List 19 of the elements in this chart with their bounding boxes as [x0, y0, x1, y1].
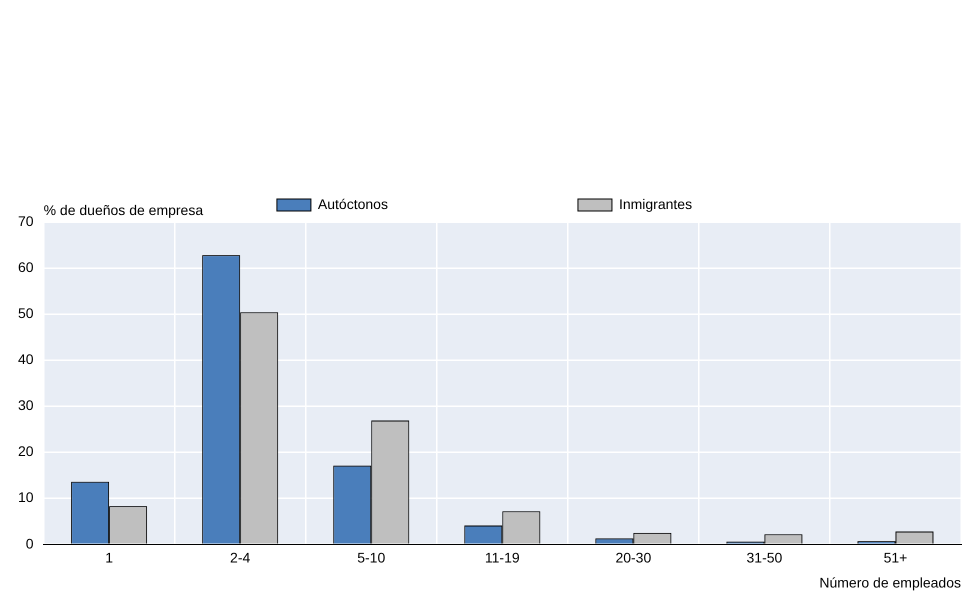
- y-axis-title: % de dueños de empresa: [44, 202, 204, 218]
- x-tick-label: 5-10: [357, 550, 386, 566]
- x-tick-label: 20-30: [615, 550, 652, 566]
- y-tick-label: 30: [18, 397, 34, 414]
- y-tick-label: 60: [18, 258, 34, 275]
- y-tick-label: 20: [18, 443, 34, 460]
- y-tick-label: 10: [18, 489, 34, 506]
- x-tick-label: 11-19: [484, 550, 520, 566]
- x-tick-label: 51+: [884, 550, 908, 566]
- legend-label: Inmigrantes: [618, 196, 692, 212]
- x-tick-label: 2-4: [230, 550, 250, 566]
- x-tick-label: 1: [105, 550, 114, 566]
- y-tick-label: 40: [18, 351, 34, 368]
- y-tick-label: 0: [26, 535, 34, 552]
- x-axis-title: Número de empleados: [819, 574, 961, 590]
- x-tick-label: 31-50: [746, 550, 783, 566]
- y-tick-label: 50: [18, 304, 34, 321]
- y-tick-label: 70: [18, 212, 34, 229]
- legend-label: Autóctonos: [318, 196, 388, 212]
